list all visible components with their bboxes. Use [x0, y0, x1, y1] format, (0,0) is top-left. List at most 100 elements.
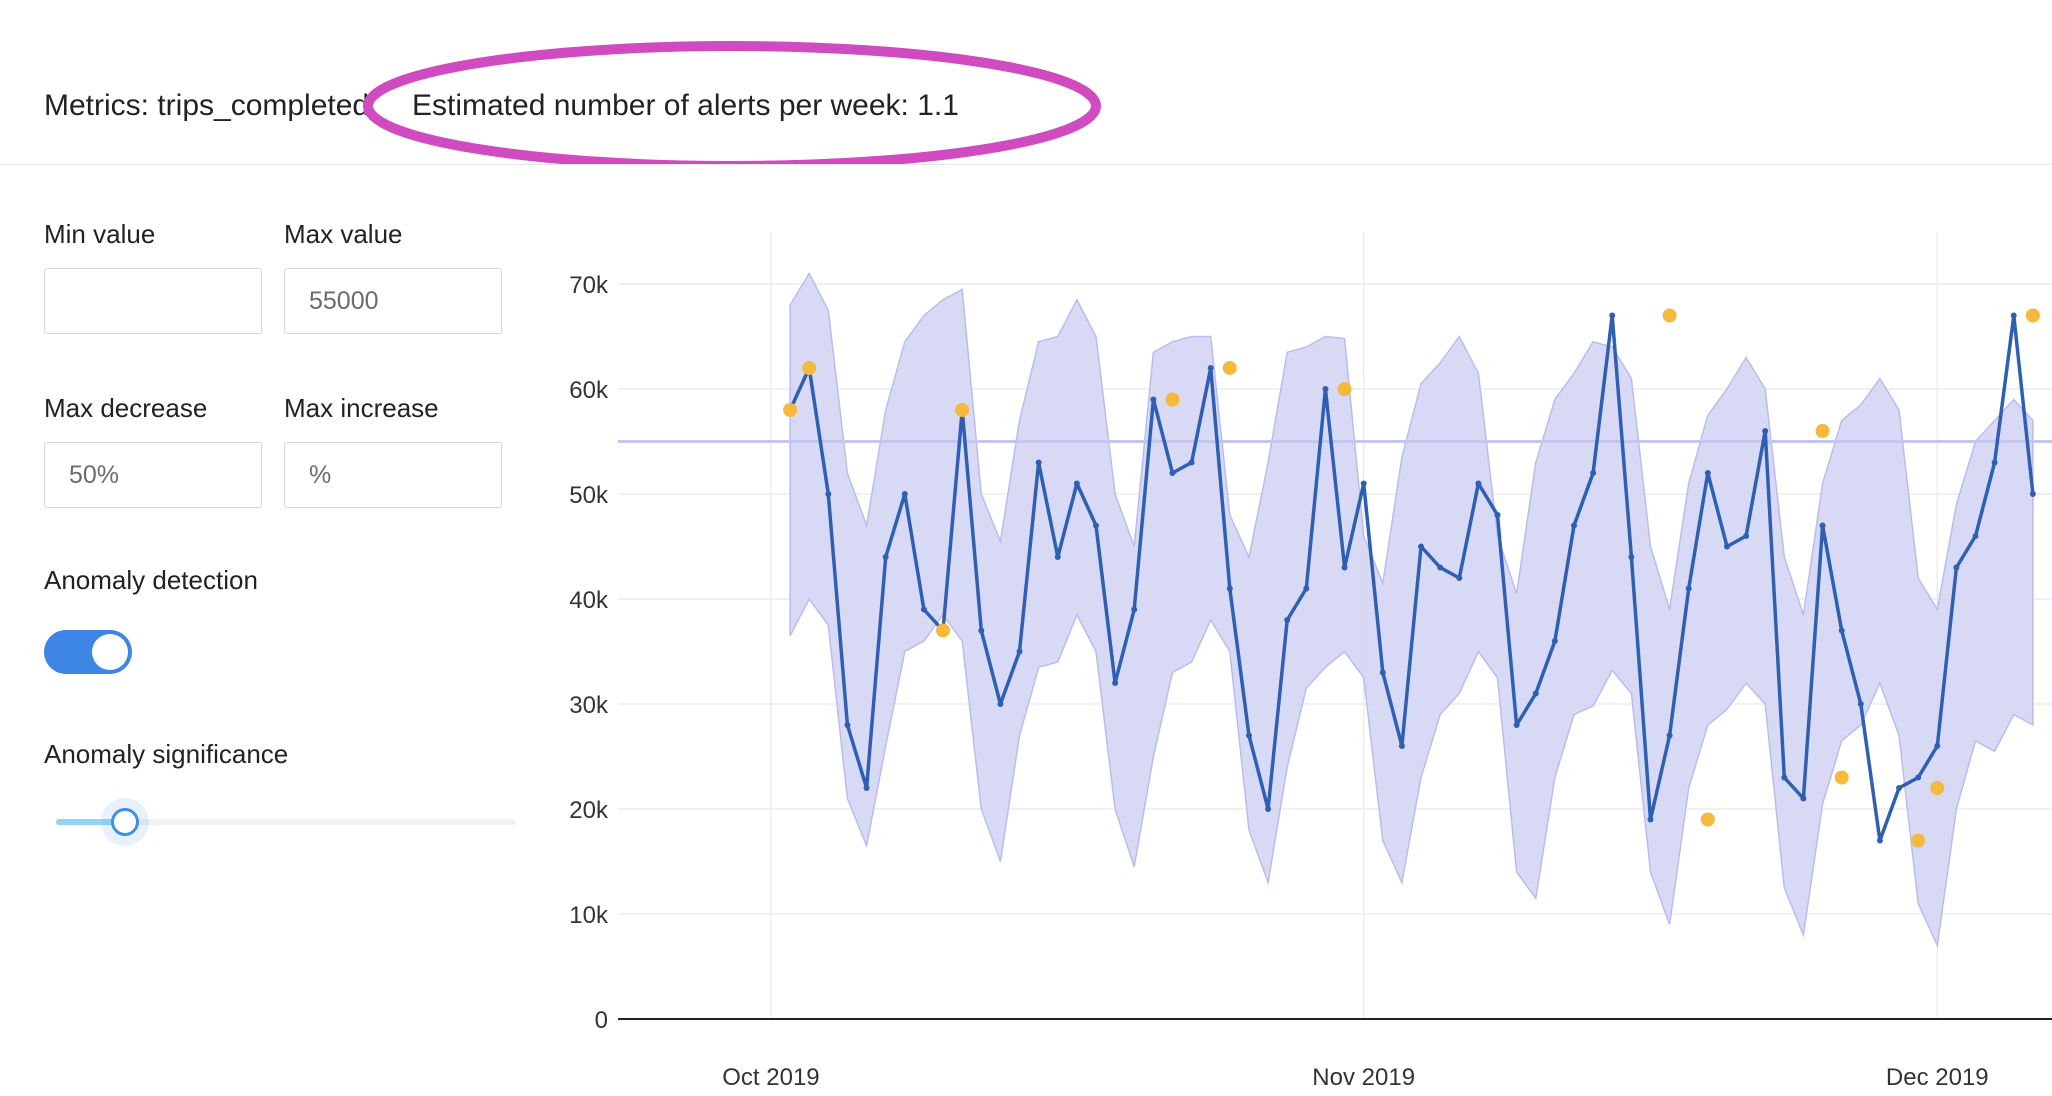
toggle-knob	[92, 634, 128, 670]
anomaly-point	[1911, 833, 1926, 848]
data-point	[1284, 617, 1291, 623]
data-point	[901, 491, 908, 497]
anomaly-detection-label: Anomaly detection	[44, 565, 258, 595]
data-point	[1953, 564, 1960, 571]
data-point	[1035, 459, 1042, 466]
data-point	[1073, 480, 1080, 487]
data-point	[1723, 543, 1730, 550]
data-point	[1265, 806, 1272, 812]
slider-handle[interactable]	[111, 808, 139, 836]
data-point	[1131, 606, 1138, 613]
data-point	[863, 785, 870, 791]
data-point	[1379, 669, 1386, 676]
data-point	[1054, 554, 1061, 560]
data-point	[1093, 522, 1099, 529]
data-point	[1475, 480, 1482, 487]
data-point	[1207, 365, 1214, 371]
data-point	[997, 701, 1004, 707]
max-increase-input[interactable]	[284, 442, 502, 508]
y-tick-label: 30k	[569, 692, 609, 719]
anomaly-point	[1815, 424, 1830, 438]
data-point	[1016, 648, 1023, 655]
data-point	[1456, 575, 1463, 581]
metrics-label: Metrics: trips_completed	[44, 89, 370, 122]
data-point	[1628, 554, 1635, 560]
data-point	[1513, 722, 1520, 728]
data-point	[1666, 732, 1673, 739]
data-point	[1188, 459, 1195, 466]
max-decrease-input[interactable]	[44, 442, 262, 508]
max-value-label: Max value	[284, 219, 403, 249]
data-point	[1551, 638, 1558, 644]
data-point	[1360, 480, 1367, 487]
y-tick-label: 20k	[569, 797, 609, 824]
data-point	[1800, 795, 1807, 802]
data-point	[1743, 533, 1750, 539]
data-point	[1112, 680, 1119, 686]
data-point	[1704, 470, 1711, 476]
data-point	[844, 722, 851, 728]
slider-fill	[56, 819, 125, 825]
data-point	[1418, 543, 1425, 550]
data-point	[1838, 627, 1845, 634]
y-tick-label: 10k	[569, 902, 609, 929]
anomaly-point	[1222, 361, 1237, 375]
data-point	[1532, 690, 1539, 697]
data-point	[1590, 470, 1597, 476]
x-tick-label: Oct 2019	[722, 1064, 819, 1091]
confidence-band	[789, 271, 2034, 949]
series-line	[788, 313, 2035, 843]
data-point	[1398, 743, 1405, 749]
anomaly-point	[936, 623, 951, 638]
data-point	[1245, 732, 1252, 739]
data-point	[1322, 386, 1329, 392]
max-value-input[interactable]	[284, 268, 502, 334]
data-point	[920, 606, 927, 613]
anomaly-point	[1337, 382, 1352, 396]
data-point	[1762, 428, 1769, 434]
min-value-input[interactable]	[44, 268, 262, 334]
y-tick-label: 40k	[569, 587, 609, 614]
data-point	[1972, 533, 1979, 539]
y-tick-label: 50k	[569, 482, 609, 509]
data-point	[1169, 470, 1176, 476]
data-point	[1857, 701, 1864, 707]
data-point	[1341, 564, 1348, 571]
max-decrease-label: Max decrease	[44, 393, 208, 423]
data-point	[2010, 312, 2017, 319]
anomaly-significance-slider[interactable]	[56, 798, 516, 846]
anomaly-point	[783, 403, 798, 417]
data-point	[1915, 774, 1922, 781]
x-tick-label: Dec 2019	[1886, 1064, 1989, 1091]
min-value-label: Min value	[44, 219, 156, 249]
anomaly-point	[1930, 781, 1945, 795]
data-point	[825, 491, 832, 497]
anomaly-point	[1662, 308, 1677, 323]
data-point	[1819, 522, 1826, 529]
data-point	[1647, 816, 1654, 823]
data-point	[1991, 459, 1998, 466]
anomaly-significance-label: Anomaly significance	[44, 739, 289, 769]
x-tick-label: Nov 2019	[1312, 1064, 1415, 1091]
anomaly-point	[1165, 392, 1180, 407]
data-point	[1303, 585, 1310, 592]
anomaly-point	[2025, 308, 2040, 323]
data-point	[1876, 837, 1883, 844]
anomaly-point	[955, 403, 970, 417]
anomaly-point	[1700, 812, 1715, 827]
data-point	[1150, 396, 1157, 403]
data-point	[1896, 785, 1903, 791]
data-point	[1571, 522, 1577, 529]
slider-track	[56, 819, 516, 825]
anomaly-detection-toggle[interactable]	[44, 630, 132, 674]
data-point	[1437, 564, 1444, 571]
y-tick-label: 70k	[569, 272, 609, 299]
data-point	[882, 554, 889, 560]
data-point	[1609, 312, 1616, 319]
data-point	[2029, 491, 2036, 497]
data-point	[1494, 512, 1501, 518]
anomaly-point	[1834, 770, 1849, 785]
data-point	[1226, 585, 1233, 592]
anomaly-point	[802, 361, 817, 375]
